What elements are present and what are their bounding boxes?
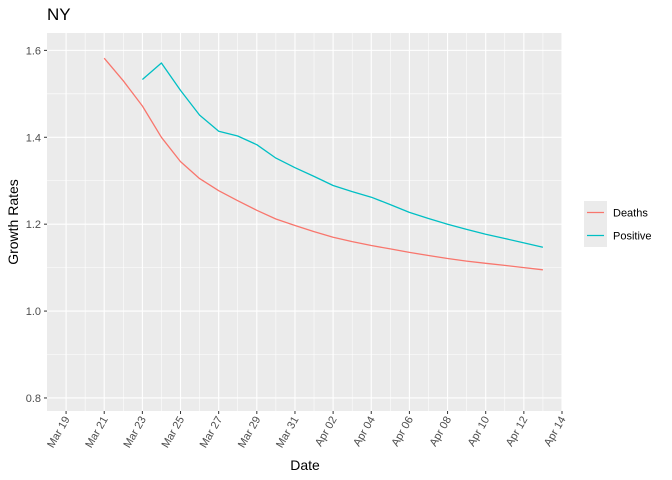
y-tick-label: 1.6	[26, 45, 41, 57]
x-tick-label: Mar 25	[160, 415, 188, 451]
x-tick-label: Apr 14	[542, 415, 569, 449]
y-tick-label: 1.0	[26, 306, 41, 318]
y-axis: 0.8 1.0 1.2 1.4 1.6	[26, 45, 47, 405]
legend: Deaths Positive	[584, 201, 652, 247]
x-tick-label: Mar 19	[45, 415, 73, 451]
legend-label: Deaths	[613, 208, 648, 220]
x-tick-label: Mar 31	[274, 415, 302, 451]
x-tick-label: Apr 04	[351, 415, 378, 449]
x-tick-label: Apr 02	[313, 415, 340, 449]
x-tick-label: Apr 08	[428, 415, 455, 449]
x-axis-title: Date	[290, 457, 320, 473]
y-tick-label: 1.2	[26, 219, 41, 231]
x-tick-label: Mar 27	[198, 415, 226, 451]
series-line-positive	[141, 62, 544, 248]
x-tick-label: Apr 12	[504, 415, 531, 449]
chart-title: NY	[47, 5, 71, 24]
series-lines	[103, 57, 544, 271]
x-tick-label: Apr 06	[389, 415, 416, 449]
x-tick-label: Apr 10	[466, 415, 493, 449]
grid-major	[47, 33, 563, 411]
y-tick-label: 1.4	[26, 132, 41, 144]
x-tick-label: Mar 23	[121, 415, 149, 451]
series-line-deaths	[103, 57, 543, 271]
y-tick-label: 0.8	[26, 393, 41, 405]
y-axis-title: Growth Rates	[5, 179, 21, 265]
x-tick-label: Mar 21	[83, 415, 111, 451]
x-tick-label: Mar 29	[236, 415, 264, 451]
x-axis: Mar 19 Mar 21 Mar 23 Mar 25 Mar 27 Mar 29 Mar …	[45, 411, 569, 451]
legend-label: Positive	[613, 231, 652, 243]
grid-minor	[47, 33, 562, 411]
plot-panel	[47, 33, 562, 411]
